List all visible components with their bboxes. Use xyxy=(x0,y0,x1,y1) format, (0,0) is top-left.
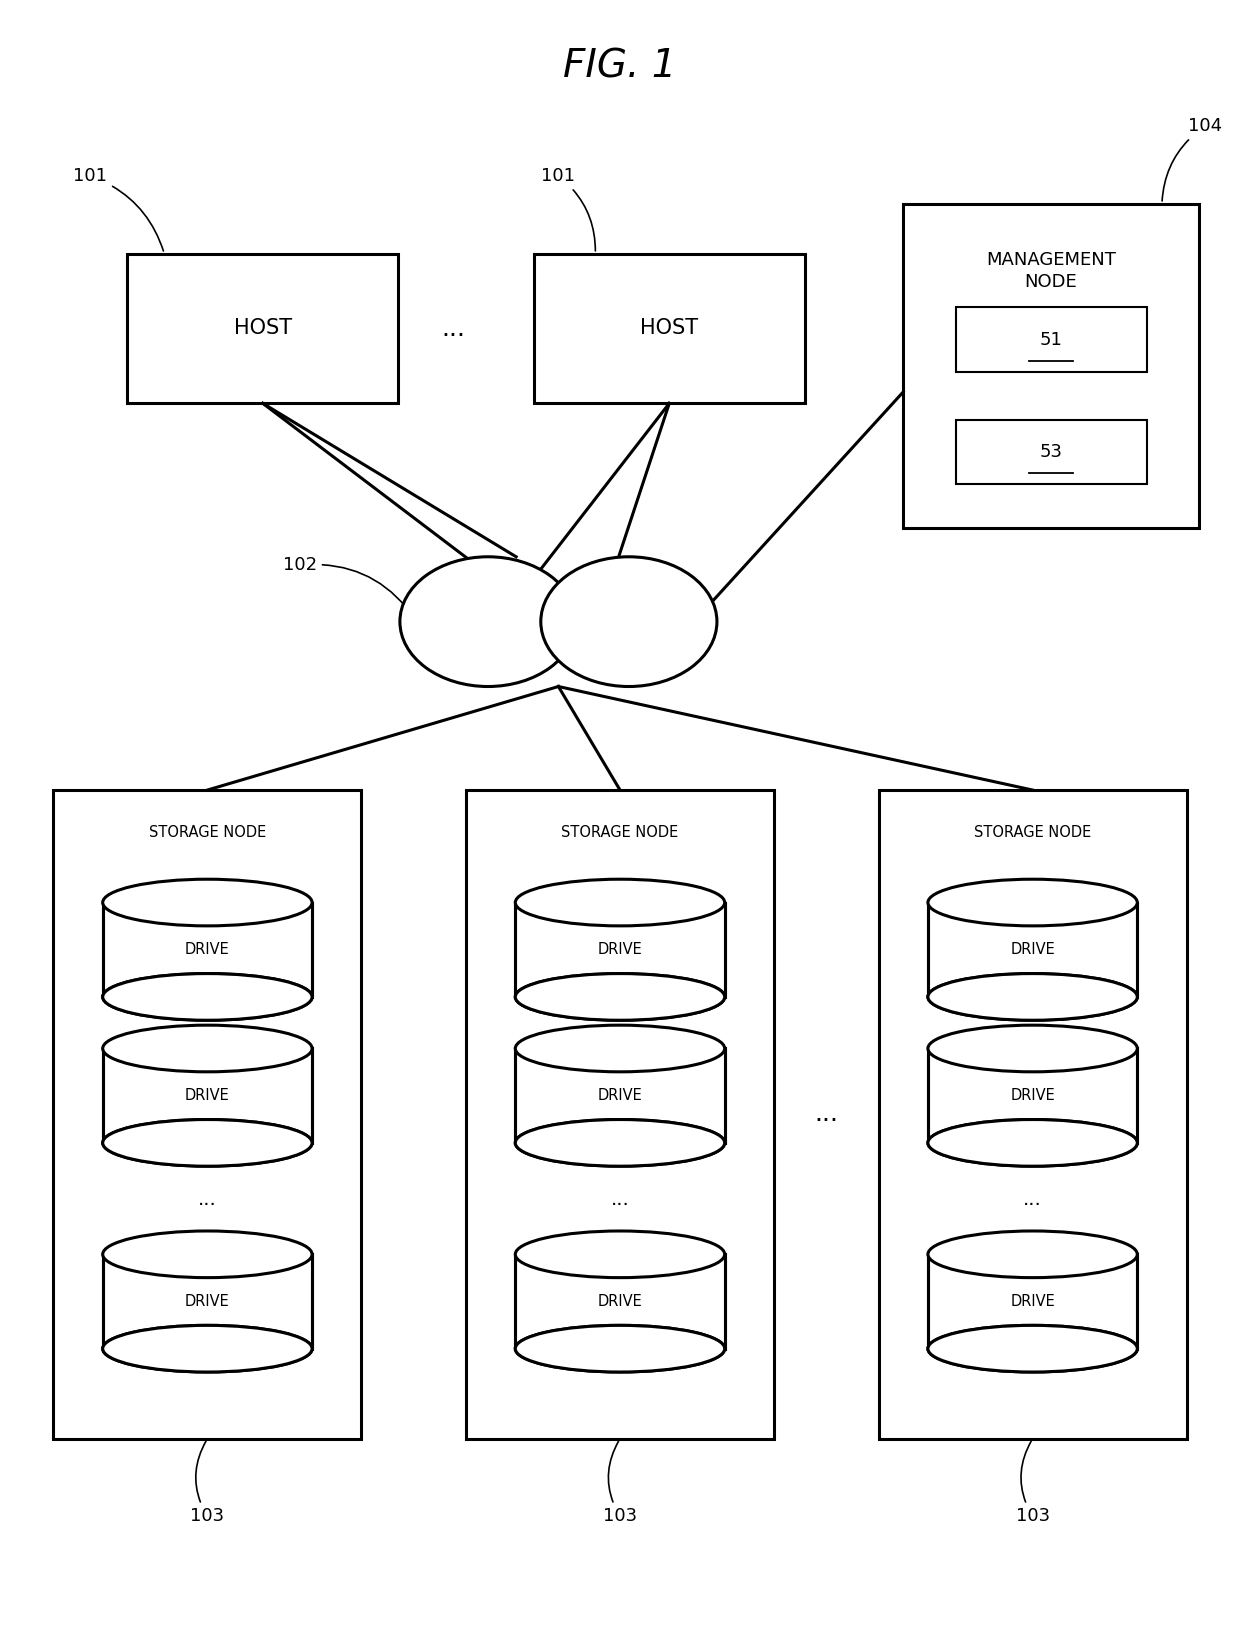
Text: DRIVE: DRIVE xyxy=(1011,942,1055,957)
Text: 102: 102 xyxy=(283,556,415,619)
Text: 103: 103 xyxy=(190,1441,224,1526)
Ellipse shape xyxy=(516,1025,724,1073)
Text: ...: ... xyxy=(441,316,466,341)
Ellipse shape xyxy=(541,557,717,686)
Text: MANAGEMENT
NODE: MANAGEMENT NODE xyxy=(986,251,1116,292)
Text: FIG. 1: FIG. 1 xyxy=(563,47,677,85)
Ellipse shape xyxy=(103,1325,312,1372)
Text: 101: 101 xyxy=(73,166,164,251)
Text: STORAGE NODE: STORAGE NODE xyxy=(562,825,678,839)
Text: HOST: HOST xyxy=(234,318,291,339)
Ellipse shape xyxy=(103,1120,312,1165)
Text: ...: ... xyxy=(610,1190,630,1209)
Ellipse shape xyxy=(516,1120,724,1165)
Text: HOST: HOST xyxy=(640,318,698,339)
Text: 104: 104 xyxy=(1162,117,1223,200)
FancyBboxPatch shape xyxy=(956,308,1147,372)
Text: ...: ... xyxy=(1023,1190,1042,1209)
Text: DRIVE: DRIVE xyxy=(598,942,642,957)
Ellipse shape xyxy=(516,1325,724,1372)
Text: 101: 101 xyxy=(542,166,595,251)
Text: 51: 51 xyxy=(1039,331,1063,349)
Ellipse shape xyxy=(928,1231,1137,1278)
Ellipse shape xyxy=(928,1120,1137,1165)
Ellipse shape xyxy=(928,973,1137,1020)
Ellipse shape xyxy=(103,879,312,926)
Ellipse shape xyxy=(516,1325,724,1372)
FancyBboxPatch shape xyxy=(103,903,312,998)
Ellipse shape xyxy=(516,1120,724,1165)
FancyBboxPatch shape xyxy=(466,791,774,1439)
FancyBboxPatch shape xyxy=(928,903,1137,998)
Text: 103: 103 xyxy=(603,1441,637,1526)
Ellipse shape xyxy=(928,1120,1137,1165)
Text: DRIVE: DRIVE xyxy=(1011,1089,1055,1104)
Text: STORAGE NODE: STORAGE NODE xyxy=(149,825,267,839)
FancyBboxPatch shape xyxy=(103,1255,312,1348)
FancyBboxPatch shape xyxy=(903,204,1199,528)
Text: 53: 53 xyxy=(1039,443,1063,461)
FancyBboxPatch shape xyxy=(879,791,1187,1439)
FancyBboxPatch shape xyxy=(928,1048,1137,1143)
Ellipse shape xyxy=(103,973,312,1020)
Ellipse shape xyxy=(928,1325,1137,1372)
Ellipse shape xyxy=(103,1120,312,1165)
Text: STORAGE NODE: STORAGE NODE xyxy=(973,825,1091,839)
FancyBboxPatch shape xyxy=(533,254,805,403)
Text: DRIVE: DRIVE xyxy=(1011,1294,1055,1309)
FancyBboxPatch shape xyxy=(516,1048,724,1143)
Ellipse shape xyxy=(103,1325,312,1372)
Ellipse shape xyxy=(928,1325,1137,1372)
Ellipse shape xyxy=(928,1025,1137,1073)
Ellipse shape xyxy=(516,973,724,1020)
Ellipse shape xyxy=(516,1231,724,1278)
Ellipse shape xyxy=(928,973,1137,1020)
Ellipse shape xyxy=(103,1231,312,1278)
Ellipse shape xyxy=(103,1025,312,1073)
Ellipse shape xyxy=(401,557,577,686)
Text: DRIVE: DRIVE xyxy=(598,1294,642,1309)
Text: DRIVE: DRIVE xyxy=(185,942,229,957)
Ellipse shape xyxy=(516,973,724,1020)
Text: DRIVE: DRIVE xyxy=(185,1089,229,1104)
Text: DRIVE: DRIVE xyxy=(598,1089,642,1104)
Text: DRIVE: DRIVE xyxy=(185,1294,229,1309)
FancyBboxPatch shape xyxy=(103,1048,312,1143)
FancyBboxPatch shape xyxy=(956,419,1147,484)
Text: 103: 103 xyxy=(1016,1441,1050,1526)
FancyBboxPatch shape xyxy=(53,791,361,1439)
Ellipse shape xyxy=(103,973,312,1020)
FancyBboxPatch shape xyxy=(516,903,724,998)
Text: ...: ... xyxy=(198,1190,217,1209)
FancyBboxPatch shape xyxy=(128,254,398,403)
FancyBboxPatch shape xyxy=(516,1255,724,1348)
FancyBboxPatch shape xyxy=(928,1255,1137,1348)
Ellipse shape xyxy=(928,879,1137,926)
Ellipse shape xyxy=(516,879,724,926)
Text: ...: ... xyxy=(815,1102,838,1126)
